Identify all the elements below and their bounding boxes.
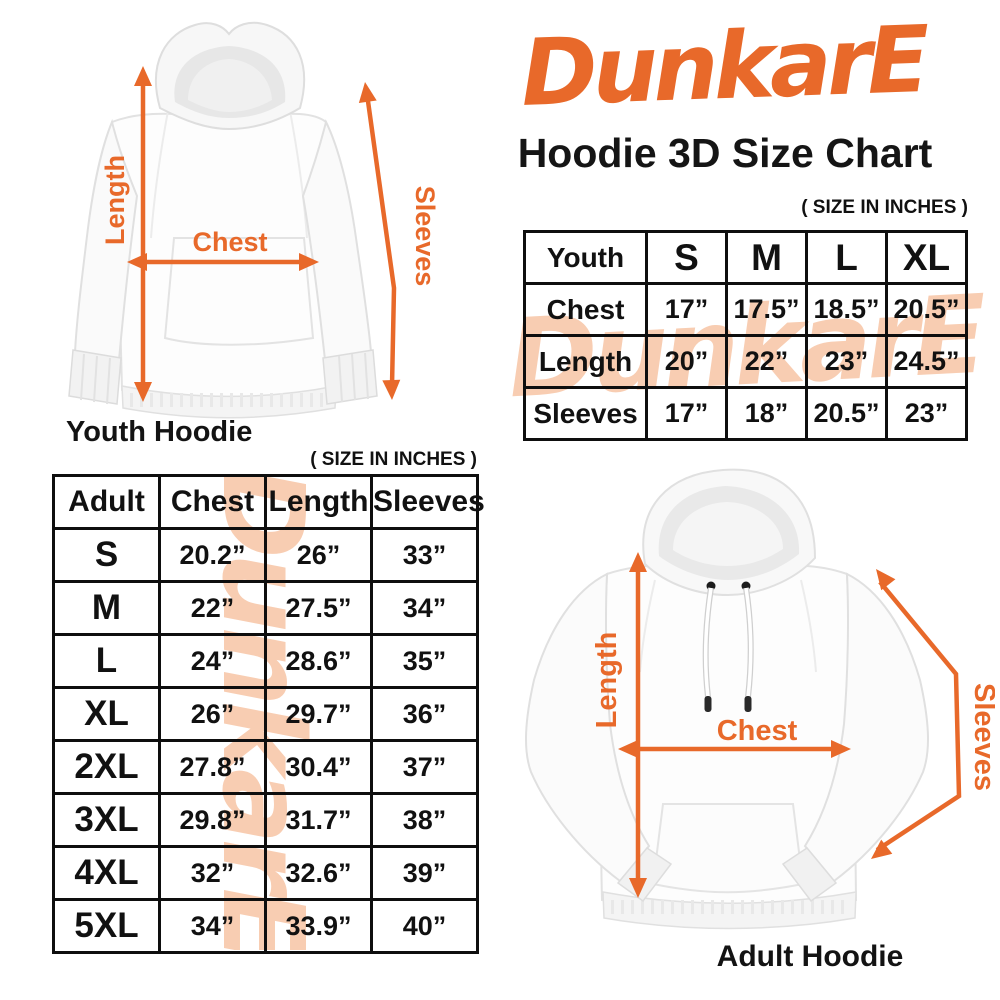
row-label: Length	[523, 334, 648, 389]
cell: 20.5”	[805, 386, 888, 441]
youth-col-m: M	[725, 230, 808, 285]
cell: 18”	[725, 386, 808, 441]
cell: 27.5”	[264, 580, 373, 636]
cell: 37”	[370, 739, 479, 795]
youth-hoodie-pocket	[163, 237, 315, 346]
youth-length-label: Length	[100, 155, 130, 245]
youth-sleeves-arrow	[364, 93, 397, 387]
adult-col-length: Length	[264, 474, 373, 530]
youth-col-xl: XL	[885, 230, 968, 285]
table-row: Length 20” 22” 23” 24.5”	[523, 334, 968, 389]
adult-hoodie-caption: Adult Hoodie	[716, 940, 904, 973]
cell: 20.2”	[158, 527, 267, 583]
row-label: 3XL	[52, 792, 161, 848]
cell: 17”	[645, 282, 728, 337]
cell: 30.4”	[264, 739, 373, 795]
cell: 32”	[158, 845, 267, 901]
cell: 22”	[158, 580, 267, 636]
adult-size-note: ( SIZE IN INCHES )	[310, 449, 477, 470]
youth-col-l: L	[805, 230, 888, 285]
youth-size-table: Youth S M L XL Chest 17” 17.5” 18.5” 20.…	[523, 230, 968, 441]
row-label: 4XL	[52, 845, 161, 901]
cell: 18.5”	[805, 282, 888, 337]
cell: 17”	[645, 386, 728, 441]
adult-col-sleeves: Sleeves	[370, 474, 485, 530]
youth-table-corner: Youth	[523, 230, 648, 285]
adult-chest-label: Chest	[717, 715, 798, 747]
adult-hoodie-figure: Length Chest Sleeves	[525, 468, 995, 930]
cell: 34”	[370, 580, 479, 636]
adult-length-label: Length	[591, 632, 623, 729]
youth-col-s: S	[645, 230, 728, 285]
cell: 20”	[645, 334, 728, 389]
row-label: 5XL	[52, 898, 161, 954]
page-title: Hoodie 3D Size Chart	[517, 130, 933, 176]
cell: 22”	[725, 334, 808, 389]
cell: 31.7”	[264, 792, 373, 848]
table-row: L 24” 28.6” 35”	[52, 633, 479, 689]
cell: 33.9”	[264, 898, 373, 954]
youth-hoodie-caption: Youth Hoodie	[66, 416, 253, 448]
table-row: Adult Chest Length Sleeves	[52, 474, 485, 530]
cell: 20.5”	[885, 282, 968, 337]
table-row: 5XL 34” 33.9” 40”	[52, 898, 479, 954]
cell: 32.6”	[264, 845, 373, 901]
row-label: 2XL	[52, 739, 161, 795]
cell: 34”	[158, 898, 267, 954]
cell: 26”	[158, 686, 267, 742]
cell: 23”	[885, 386, 968, 441]
cell: 24.5”	[885, 334, 968, 389]
left-aglet	[704, 696, 712, 712]
cell: 17.5”	[725, 282, 808, 337]
brand-logo: DunkarE	[450, 0, 995, 132]
table-row: 4XL 32” 32.6” 39”	[52, 845, 479, 901]
row-label: M	[52, 580, 161, 636]
right-aglet	[744, 696, 752, 712]
cell: 40”	[370, 898, 479, 954]
brand-logo-text: DunkarE	[518, 5, 927, 127]
table-row: Sleeves 17” 18” 20.5” 23”	[523, 386, 968, 441]
row-label: Chest	[523, 282, 648, 337]
row-label: Sleeves	[523, 386, 648, 441]
cell: 28.6”	[264, 633, 373, 689]
cell: 24”	[158, 633, 267, 689]
adult-col-chest: Chest	[158, 474, 267, 530]
table-row: 3XL 29.8” 31.7” 38”	[52, 792, 479, 848]
adult-hoodie-right-sleeve	[803, 572, 929, 883]
row-label: S	[52, 527, 161, 583]
cell: 26”	[264, 527, 373, 583]
adult-sleeves-arrow	[875, 580, 962, 852]
youth-size-note: ( SIZE IN INCHES )	[801, 197, 968, 218]
table-row: Chest 17” 17.5” 18.5” 20.5”	[523, 282, 968, 337]
cell: 29.7”	[264, 686, 373, 742]
table-row: 2XL 27.8” 30.4” 37”	[52, 739, 479, 795]
cell: 35”	[370, 633, 479, 689]
cell: 39”	[370, 845, 479, 901]
youth-hoodie-figure: Length Chest Sleeves	[68, 21, 440, 419]
cell: 36”	[370, 686, 479, 742]
youth-sleeves-label: Sleeves	[410, 186, 440, 287]
table-row: S 20.2” 26” 33”	[52, 527, 479, 583]
adult-hoodie-left-sleeve	[525, 572, 651, 883]
cell: 27.8”	[158, 739, 267, 795]
cell: 33”	[370, 527, 479, 583]
youth-chest-label: Chest	[192, 227, 267, 257]
row-label: L	[52, 633, 161, 689]
table-row: Youth S M L XL	[523, 230, 968, 285]
cell: 29.8”	[158, 792, 267, 848]
cell: 38”	[370, 792, 479, 848]
cell: 23”	[805, 334, 888, 389]
table-row: M 22” 27.5” 34”	[52, 580, 479, 636]
table-row: XL 26” 29.7” 36”	[52, 686, 479, 742]
adult-size-table: Adult Chest Length Sleeves S 20.2” 26” 3…	[52, 474, 485, 954]
row-label: XL	[52, 686, 161, 742]
adult-sleeves-label: Sleeves	[968, 683, 995, 791]
adult-hoodie-pocket	[651, 803, 805, 894]
adult-table-corner: Adult	[52, 474, 161, 530]
